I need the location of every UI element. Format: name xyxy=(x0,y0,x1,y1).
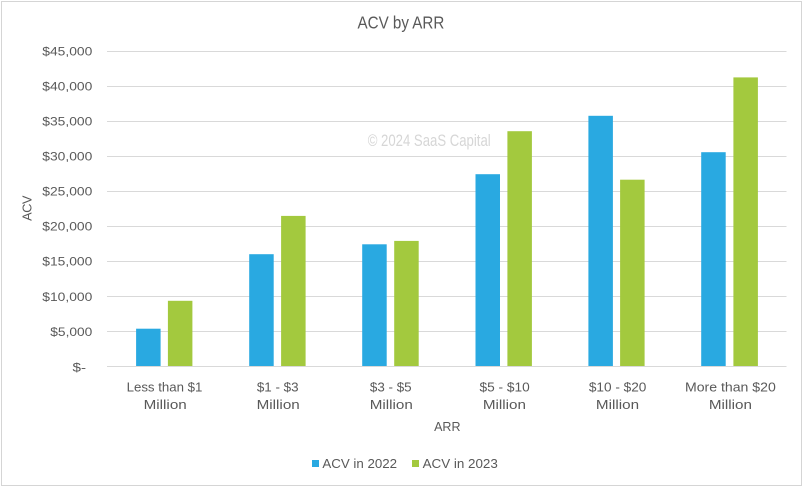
svg-text:ARR: ARR xyxy=(434,420,460,434)
svg-text:Million: Million xyxy=(144,398,187,412)
svg-text:Million: Million xyxy=(596,398,639,412)
svg-text:Million: Million xyxy=(257,398,300,412)
svg-text:Million: Million xyxy=(370,398,413,412)
svg-text:$1 - $3: $1 - $3 xyxy=(257,381,299,395)
svg-text:Million: Million xyxy=(709,398,752,412)
svg-text:$40,000: $40,000 xyxy=(42,80,92,94)
svg-text:$25,000: $25,000 xyxy=(42,185,92,199)
svg-text:ACV in 2022: ACV in 2022 xyxy=(322,457,397,471)
svg-text:$35,000: $35,000 xyxy=(42,115,92,129)
svg-text:© 2024 SaaS Capital: © 2024 SaaS Capital xyxy=(368,131,491,150)
svg-text:$45,000: $45,000 xyxy=(42,44,92,58)
svg-text:Less than $1: Less than $1 xyxy=(127,381,203,395)
svg-text:$10,000: $10,000 xyxy=(42,290,92,304)
svg-text:ACV: ACV xyxy=(20,195,34,221)
svg-text:$15,000: $15,000 xyxy=(42,255,92,269)
svg-text:$3 - $5: $3 - $5 xyxy=(370,381,412,395)
svg-text:ACV by ARR: ACV by ARR xyxy=(358,12,445,32)
svg-text:$-: $- xyxy=(73,360,87,374)
svg-text:ACV in 2023: ACV in 2023 xyxy=(423,457,498,471)
svg-text:$10 - $20: $10 - $20 xyxy=(589,381,647,395)
svg-text:$30,000: $30,000 xyxy=(42,150,92,164)
svg-text:$5,000: $5,000 xyxy=(50,325,92,339)
svg-text:$20,000: $20,000 xyxy=(42,220,92,234)
svg-text:$5 - $10: $5 - $10 xyxy=(480,381,530,395)
svg-text:Million: Million xyxy=(483,398,526,412)
svg-text:More than $20: More than $20 xyxy=(685,381,776,395)
